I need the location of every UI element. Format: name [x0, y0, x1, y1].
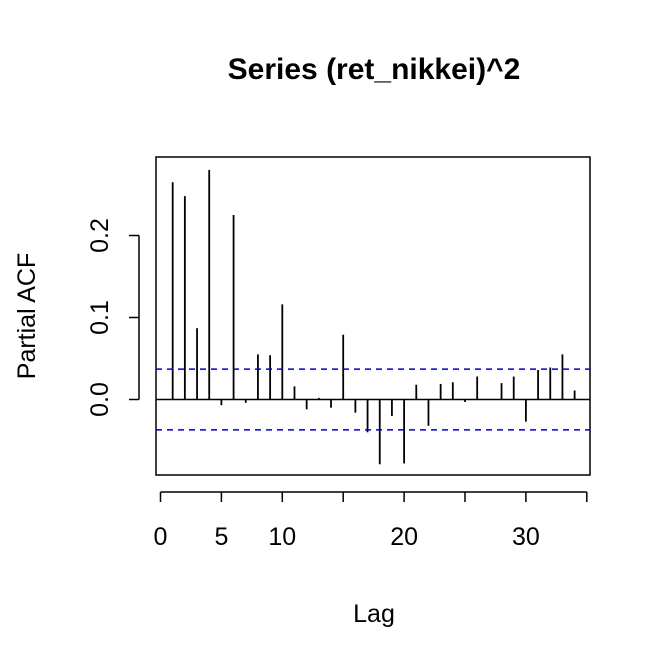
x-axis: 0 5 10 20 30	[154, 491, 588, 551]
y-axis: 0.0 0.1 0.2	[86, 218, 140, 417]
y-axis-label: Partial ACF	[13, 253, 41, 379]
x-tick-label: 30	[512, 523, 540, 551]
plot-frame	[155, 156, 591, 476]
y-tick-label: 0.1	[86, 300, 114, 335]
x-tick-label: 0	[154, 523, 168, 551]
y-tick-label: 0.2	[86, 218, 114, 253]
x-axis-label: Lag	[353, 600, 395, 628]
pacf-bars	[171, 169, 576, 465]
chart-title: Series (ret_nikkei)^2	[228, 53, 521, 86]
x-tick-label: 20	[390, 523, 418, 551]
confidence-lines	[156, 368, 590, 431]
x-tick-label: 10	[268, 523, 296, 551]
y-tick-label: 0.0	[86, 382, 114, 417]
x-tick-label: 5	[214, 523, 228, 551]
